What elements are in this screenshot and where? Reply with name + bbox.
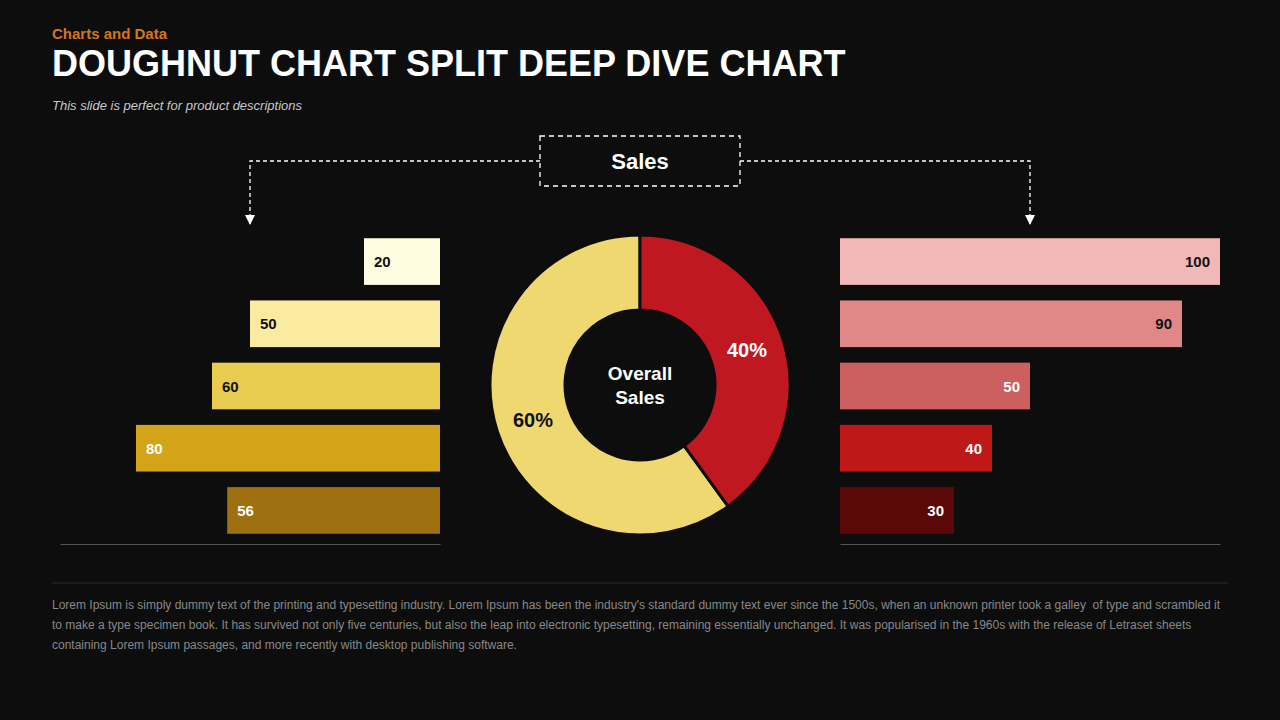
separator [52,583,1228,584]
donut-marks [490,235,790,535]
bar-marks [136,238,440,534]
background [0,0,1280,720]
axis-line [61,544,441,545]
bar [840,425,992,472]
connector-right [740,161,1030,224]
bar-marks [840,238,1220,534]
subtitle: This slide is perfect for product descri… [52,98,302,113]
title: DOUGHNUT CHART SPLIT DEEP DIVE CHART [52,43,845,84]
bar-label: 50 [260,315,277,332]
bar-label: 90 [1155,315,1172,332]
chart-canvas: Charts and DataDOUGHNUT CHART SPLIT DEEP… [0,0,1280,720]
bar [840,363,1030,410]
body-text: Lorem Ipsum is simply dummy text of the … [52,598,1221,652]
bar-label: 100 [1185,253,1210,270]
bar-label: 60 [222,378,239,395]
donut-labels: 60% 40% Overall Sales [513,339,767,431]
donut-chart: 60% 40% Overall Sales [490,235,790,535]
sales-callout: Sales [250,136,1030,224]
bar [227,487,440,534]
bar [840,487,954,534]
connector-left [250,161,540,224]
bar [212,363,440,410]
center-label-line: Sales [615,387,665,408]
body-text-line: to make a type specimen book. It has sur… [52,618,1191,632]
bar-chart: 20 50 60 80 56 [61,238,441,544]
slice-label: 40% [727,339,767,361]
bar [364,238,440,285]
bar [136,425,440,472]
slice-label: 60% [513,409,553,431]
bar [840,300,1182,347]
axis-line [841,544,1221,545]
bar-chart: 100 90 50 40 30 [840,238,1221,544]
sales-label: Sales [611,149,669,174]
bar [250,300,440,347]
sales-box [540,136,740,186]
title-tag: Charts and Data [52,25,168,42]
bar-label: 40 [965,440,982,457]
center-label-line: Overall [608,363,672,384]
bar-label: 80 [146,440,163,457]
x-axis [61,544,441,545]
center-label: Overall Sales [608,363,672,408]
bar [840,238,1220,285]
x-axis [841,544,1221,545]
body-text-line: Lorem Ipsum is simply dummy text of the … [52,598,1221,612]
bar-labels: 20 50 60 80 56 [146,253,391,519]
bar-label: 30 [927,502,944,519]
body-text-line: containing Lorem Ipsum passages, and mor… [52,638,517,652]
bar-label: 56 [237,502,254,519]
bar-label: 20 [374,253,391,270]
bar-label: 50 [1003,378,1020,395]
bar-labels: 100 90 50 40 30 [927,253,1210,519]
